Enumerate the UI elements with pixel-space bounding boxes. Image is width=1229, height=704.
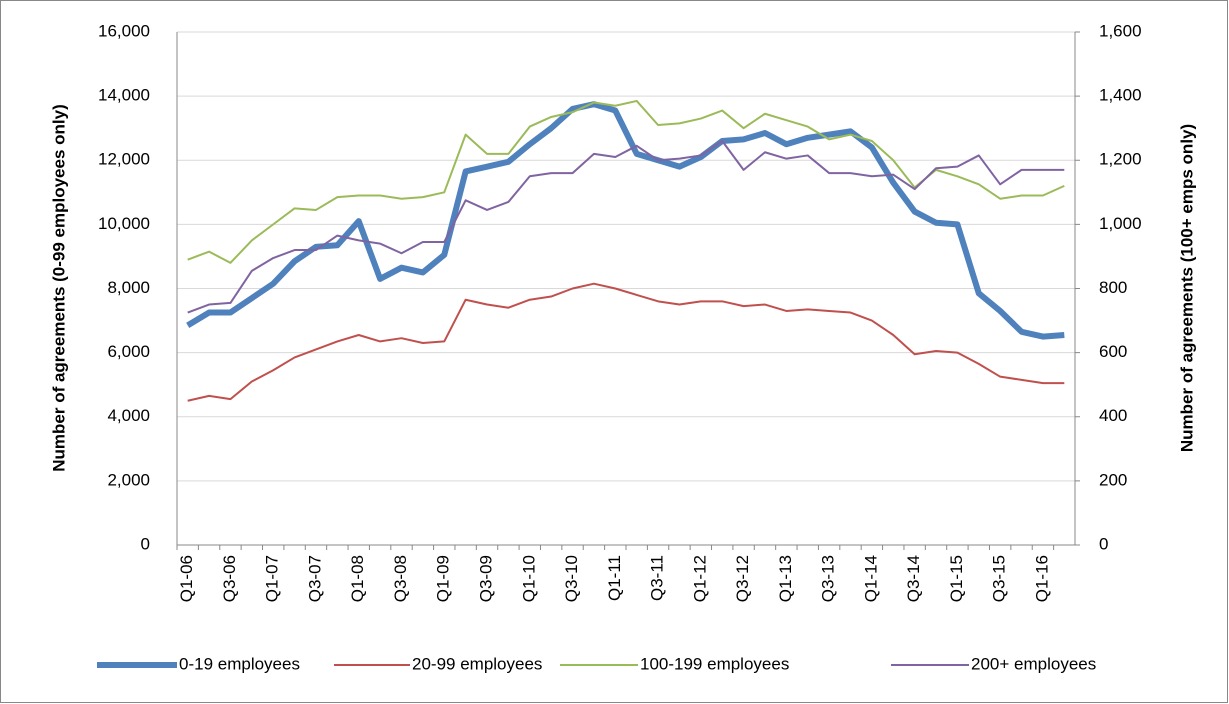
y-tick-label: 4,000 <box>107 406 150 425</box>
y2-tick-label: 0 <box>1099 534 1108 553</box>
x-tick-label: Q3-11 <box>648 555 667 601</box>
x-tick-label: Q1-14 <box>861 555 880 602</box>
y-tick-label: 2,000 <box>107 470 150 489</box>
legend-label: 100-199 employees <box>640 654 789 673</box>
legend-label: 20-99 employees <box>412 654 542 673</box>
y-tick-label: 0 <box>141 534 150 553</box>
x-tick-label: Q3-09 <box>477 555 496 602</box>
series-line <box>187 282 1065 402</box>
y2-tick-label: 1,600 <box>1099 21 1142 40</box>
legend-label: 200+ employees <box>971 654 1096 673</box>
x-tick-label: Q1-13 <box>776 555 795 602</box>
x-tick-label: Q3-10 <box>562 555 581 602</box>
y2-axis-title: Number of agreements (100+ emps only) <box>1177 124 1196 452</box>
y-tick-label: 14,000 <box>98 86 150 105</box>
x-tick-label: Q3-12 <box>733 555 752 602</box>
y-tick-label: 8,000 <box>107 278 150 297</box>
y2-tick-label: 600 <box>1099 342 1127 361</box>
legend-label: 0-19 employees <box>179 654 300 673</box>
y-tick-label: 12,000 <box>98 150 150 169</box>
x-tick-label: Q1-06 <box>177 555 196 602</box>
x-tick-label: Q3-13 <box>819 555 838 602</box>
x-tick-label: Q3-06 <box>220 555 239 602</box>
x-tick-label: Q1-08 <box>348 555 367 602</box>
y2-tick-label: 1,400 <box>1099 86 1142 105</box>
x-tick-label: Q3-08 <box>391 555 410 602</box>
y2-tick-label: 200 <box>1099 470 1127 489</box>
x-tick-label: Q3-14 <box>904 555 923 602</box>
series-line <box>186 101 1065 340</box>
x-tick-label: Q1-07 <box>263 555 282 602</box>
y-tick-label: 10,000 <box>98 214 150 233</box>
x-tick-label: Q1-10 <box>519 555 538 602</box>
y2-tick-label: 1,200 <box>1099 150 1142 169</box>
y-axis-title: Number of agreements (0-99 employees onl… <box>49 104 68 472</box>
y-tick-label: 16,000 <box>98 21 150 40</box>
x-tick-label: Q1-15 <box>947 555 966 602</box>
x-tick-label: Q1-09 <box>434 555 453 602</box>
x-tick-label: Q1-16 <box>1032 555 1051 602</box>
x-tick-label: Q1-12 <box>690 555 709 602</box>
x-tick-label: Q3-15 <box>990 555 1009 602</box>
y2-tick-label: 1,000 <box>1099 214 1142 233</box>
y-tick-label: 6,000 <box>107 342 150 361</box>
y2-tick-label: 400 <box>1099 406 1127 425</box>
x-tick-label: Q1-11 <box>605 555 624 601</box>
x-tick-label: Q3-07 <box>305 555 324 602</box>
series-line <box>187 140 1065 314</box>
y2-tick-label: 800 <box>1099 278 1127 297</box>
